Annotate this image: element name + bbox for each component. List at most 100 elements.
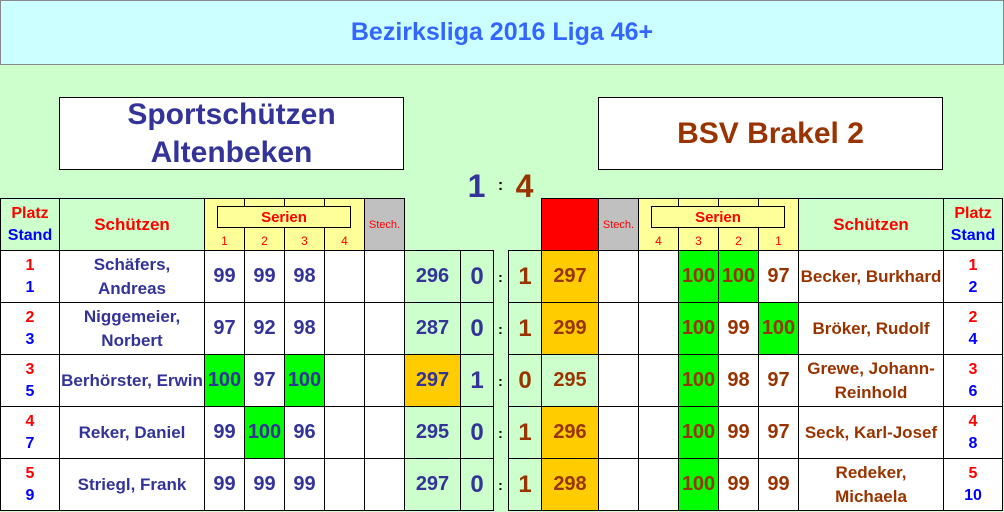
platz-value: 2 (25, 308, 35, 326)
home-series-score: 99 (244, 250, 285, 303)
away-series-score: 99 (718, 406, 759, 459)
stand-label: Stand (950, 226, 996, 244)
away-shooter-name: Bröker, Rudolf (798, 302, 944, 355)
home-shooter-name: Schäfers, Andreas (59, 250, 205, 303)
away-stech-cell (598, 302, 639, 355)
platz-header-away: Platz Stand (943, 198, 1003, 251)
home-series-score (324, 354, 365, 407)
away-stech-cell (598, 354, 639, 407)
home-series-score: 92 (244, 302, 285, 355)
serien-label-away: Serien (651, 206, 785, 228)
away-total: 295 (541, 354, 599, 407)
home-series-score: 99 (284, 458, 325, 511)
home-points: 0 (460, 406, 494, 459)
away-stech-cell (598, 250, 639, 303)
away-series-score: 100 (718, 250, 759, 303)
serien-label-home: Serien (217, 206, 351, 228)
away-series-score: 100 (678, 302, 719, 355)
home-total: 287 (404, 302, 461, 355)
away-series-score (638, 302, 679, 355)
away-points: 1 (508, 458, 542, 511)
platz-value: 3 (25, 360, 35, 378)
platz-value: 4 (25, 412, 35, 430)
away-shooter-name: Becker, Burkhard (798, 250, 944, 303)
home-stech-cell (364, 354, 405, 407)
stand-value: 1 (25, 278, 35, 296)
away-series-score: 99 (718, 458, 759, 511)
stech-header-away: Stech. (598, 198, 639, 251)
away-points: 0 (508, 354, 542, 407)
platz-header-home: Platz Stand (0, 198, 60, 251)
away-series-score: 97 (758, 406, 799, 459)
home-stech-cell (364, 406, 405, 459)
platz-label: Platz (11, 204, 49, 222)
home-total: 296 (404, 250, 461, 303)
away-series-score: 100 (758, 302, 799, 355)
platz-value: 2 (968, 308, 978, 326)
stand-value: 6 (968, 382, 978, 400)
away-total: 298 (541, 458, 599, 511)
away-series-score (638, 458, 679, 511)
home-series-score: 99 (244, 458, 285, 511)
stand-value: 5 (25, 382, 35, 400)
away-marker (541, 198, 599, 251)
row-separator: : (498, 424, 503, 441)
home-shooter-name: Reker, Daniel (59, 406, 205, 459)
away-series-score: 100 (678, 354, 719, 407)
schuetzen-header-home: Schützen (59, 198, 205, 251)
home-total: 295 (404, 406, 461, 459)
away-series-score: 99 (758, 458, 799, 511)
platz-value: 4 (968, 412, 978, 430)
platz-cell-away: 5 10 (943, 458, 1003, 511)
away-points: 1 (508, 250, 542, 303)
home-shooter-name: Berhörster, Erwin (59, 354, 205, 407)
home-shooter-name: Striegl, Frank (59, 458, 205, 511)
platz-label: Platz (954, 204, 992, 222)
home-stech-cell (364, 250, 405, 303)
home-total: 297 (404, 458, 461, 511)
home-points: 0 (460, 458, 494, 511)
away-shooter-name: Seck, Karl-Josef (798, 406, 944, 459)
home-stech-cell (364, 302, 405, 355)
away-series-score: 100 (678, 406, 719, 459)
schuetzen-header-away: Schützen (798, 198, 944, 251)
platz-value: 1 (968, 256, 978, 274)
stand-value: 10 (964, 486, 982, 504)
away-stech-cell (598, 406, 639, 459)
platz-value: 3 (968, 360, 978, 378)
row-separator: : (498, 268, 503, 285)
home-stech-cell (364, 458, 405, 511)
home-points: 0 (460, 250, 494, 303)
away-series-score: 98 (718, 354, 759, 407)
away-shooter-name: Grewe, Johann-Reinhold (798, 354, 944, 407)
home-score: 1 (467, 167, 486, 204)
home-series-score: 98 (284, 302, 325, 355)
platz-value: 5 (968, 464, 978, 482)
home-series-score: 100 (204, 354, 245, 407)
stand-label: Stand (7, 226, 53, 244)
row-separator: : (498, 476, 503, 493)
away-series-score: 100 (678, 458, 719, 511)
home-series-score (324, 458, 365, 511)
away-shooter-name: Redeker, Michaela (798, 458, 944, 511)
away-series-score (638, 354, 679, 407)
away-series-score (638, 250, 679, 303)
stand-value: 4 (968, 330, 978, 348)
home-series-score (324, 250, 365, 303)
away-series-score: 97 (758, 250, 799, 303)
row-separator: : (498, 320, 503, 337)
away-score: 4 (515, 167, 534, 204)
away-series-score: 99 (718, 302, 759, 355)
home-series-score: 100 (284, 354, 325, 407)
home-series-score: 97 (244, 354, 285, 407)
away-series-score: 100 (678, 250, 719, 303)
home-series-score: 97 (204, 302, 245, 355)
